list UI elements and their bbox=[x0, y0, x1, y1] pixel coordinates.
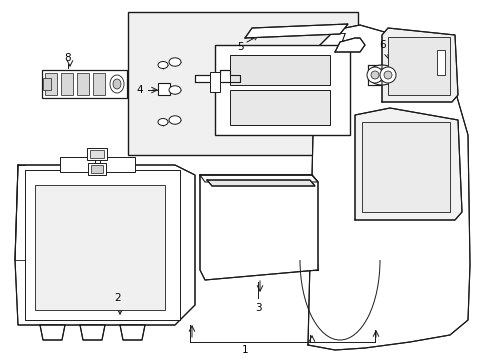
Ellipse shape bbox=[367, 65, 395, 85]
Ellipse shape bbox=[169, 116, 181, 124]
Ellipse shape bbox=[379, 67, 395, 83]
Bar bbox=[45, 73, 57, 95]
Ellipse shape bbox=[169, 58, 181, 66]
Polygon shape bbox=[15, 165, 195, 325]
Ellipse shape bbox=[113, 79, 121, 89]
Text: 8: 8 bbox=[64, 53, 71, 63]
Bar bbox=[229, 90, 329, 125]
Ellipse shape bbox=[370, 71, 378, 79]
Bar bbox=[100, 157, 135, 172]
Polygon shape bbox=[40, 325, 65, 340]
Polygon shape bbox=[244, 24, 347, 38]
Text: 5: 5 bbox=[236, 42, 243, 52]
Bar bbox=[60, 157, 95, 172]
Bar bbox=[90, 150, 104, 158]
Polygon shape bbox=[381, 28, 457, 102]
Polygon shape bbox=[195, 70, 240, 82]
Bar bbox=[42, 70, 127, 98]
Bar bbox=[209, 72, 220, 92]
Bar bbox=[128, 12, 357, 155]
Ellipse shape bbox=[158, 118, 168, 126]
Bar bbox=[77, 73, 89, 95]
Text: 3: 3 bbox=[254, 303, 261, 313]
Bar bbox=[93, 73, 105, 95]
Text: 1: 1 bbox=[241, 345, 248, 355]
Polygon shape bbox=[334, 38, 364, 52]
Polygon shape bbox=[206, 180, 314, 186]
Ellipse shape bbox=[366, 67, 382, 83]
Bar bbox=[361, 122, 449, 212]
Bar bbox=[215, 45, 349, 135]
Ellipse shape bbox=[158, 62, 168, 68]
Ellipse shape bbox=[169, 86, 181, 94]
Bar bbox=[158, 83, 170, 95]
Bar bbox=[229, 55, 329, 85]
Ellipse shape bbox=[110, 75, 124, 93]
Bar bbox=[35, 185, 164, 310]
Bar bbox=[367, 65, 395, 85]
Bar bbox=[25, 170, 180, 320]
Polygon shape bbox=[200, 175, 317, 182]
Polygon shape bbox=[80, 325, 105, 340]
Ellipse shape bbox=[383, 71, 391, 79]
Bar bbox=[87, 148, 107, 160]
Polygon shape bbox=[354, 108, 461, 220]
Text: 4: 4 bbox=[137, 85, 143, 95]
Text: 6: 6 bbox=[379, 40, 386, 50]
Bar bbox=[436, 50, 444, 75]
Bar bbox=[387, 37, 449, 95]
Bar bbox=[61, 73, 73, 95]
Polygon shape bbox=[200, 175, 317, 280]
Bar bbox=[88, 163, 106, 175]
Text: 7: 7 bbox=[338, 33, 345, 43]
Polygon shape bbox=[120, 325, 145, 340]
Text: 2: 2 bbox=[115, 293, 121, 303]
Bar bbox=[91, 165, 103, 173]
Polygon shape bbox=[307, 25, 469, 350]
Ellipse shape bbox=[373, 69, 389, 81]
Bar bbox=[43, 78, 51, 90]
